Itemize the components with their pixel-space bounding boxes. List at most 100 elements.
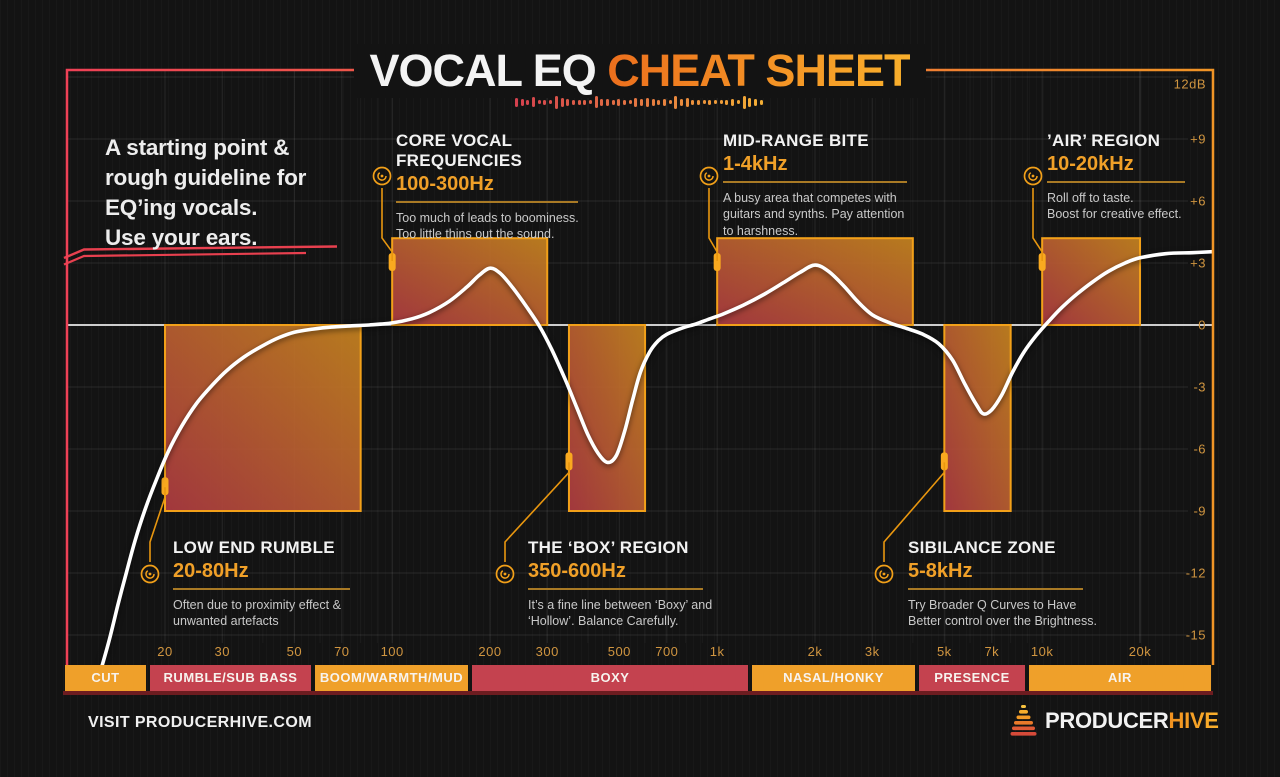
annotation-underline <box>528 588 703 590</box>
annotation-mid-range-bite: MID-RANGE BITE 1-4kHz A busy area that c… <box>723 131 963 239</box>
annotation-description: A busy area that competes with guitars a… <box>723 191 905 238</box>
waveform-decoration <box>515 93 771 111</box>
waveform-bar <box>623 99 627 105</box>
producer-hive-logo: PRODUCERHIVE <box>1010 704 1219 737</box>
waveform-bar <box>702 100 706 104</box>
x-tick-label: 300 <box>536 644 559 659</box>
waveform-bar <box>645 97 649 107</box>
annotation-heading: SIBILANCE ZONE <box>908 538 1056 557</box>
waveform-bar <box>640 98 644 106</box>
annotation-heading: ’AIR’ REGION <box>1047 131 1161 150</box>
y-tick-label: 12dB <box>1174 77 1206 92</box>
annotation-range: 10-20kHz <box>1047 153 1134 175</box>
frequency-band: CUT <box>65 665 146 691</box>
y-tick-label: -9 <box>1193 504 1206 519</box>
frequency-band: BOXY <box>472 665 748 691</box>
x-tick-label: 3k <box>865 644 880 659</box>
waveform-bar <box>526 99 530 105</box>
leader-line <box>1032 188 1043 261</box>
region-handle <box>940 452 948 471</box>
y-tick-label: -15 <box>1186 628 1206 643</box>
waveform-bar <box>657 99 661 105</box>
band-underline-strip <box>63 691 1213 695</box>
waveform-bar <box>685 97 689 107</box>
annotation-underline <box>1047 181 1185 183</box>
y-tick-label: -12 <box>1186 566 1206 581</box>
intro-flourish-line <box>63 245 338 260</box>
waveform-bar <box>674 95 678 109</box>
x-tick-label: 2k <box>808 644 823 659</box>
annotation-heading: LOW END RUMBLE <box>173 538 335 557</box>
waveform-bar <box>600 98 604 106</box>
waveform-bar <box>515 97 518 107</box>
y-tick-label: -3 <box>1193 380 1206 395</box>
waveform-bar <box>537 100 541 104</box>
waveform-bar <box>566 98 570 106</box>
x-tick-label: 70 <box>334 644 349 659</box>
x-tick-label: 100 <box>381 644 404 659</box>
waveform-bar <box>759 99 763 105</box>
waveform-bar <box>543 99 547 105</box>
annotation-the-box-region: THE ‘BOX’ REGION 350-600Hz It’s a fine l… <box>528 538 768 630</box>
waveform-bar <box>588 100 592 104</box>
waveform-bar <box>560 97 564 107</box>
waveform-bar <box>714 100 718 104</box>
x-tick-label: 20k <box>1129 644 1151 659</box>
x-tick-label: 500 <box>608 644 631 659</box>
x-tick-label: 7k <box>984 644 999 659</box>
waveform-bar <box>571 99 575 105</box>
x-tick-label: 200 <box>478 644 501 659</box>
marker-icon <box>1023 166 1043 186</box>
marker-icon <box>140 564 160 584</box>
marker-icon <box>495 564 515 584</box>
frequency-band: AIR <box>1029 665 1211 691</box>
region-handle <box>565 452 573 471</box>
waveform-bar <box>731 98 735 106</box>
annotation-heading: CORE VOCAL FREQUENCIES <box>396 131 523 170</box>
eq-curve <box>100 249 1213 665</box>
leader-line <box>149 487 166 562</box>
annotation-underline <box>908 588 1083 590</box>
marker-icon <box>372 166 392 186</box>
waveform-bar <box>662 98 666 106</box>
waveform-bar <box>594 96 598 108</box>
annotation-range: 100-300Hz <box>396 173 494 195</box>
intro-flourish-line <box>63 251 307 266</box>
annotation-range: 20-80Hz <box>173 560 249 582</box>
waveform-bar <box>668 100 672 104</box>
x-tick-label: 1k <box>710 644 725 659</box>
waveform-bar <box>697 99 700 105</box>
waveform-bar <box>606 98 609 106</box>
waveform-bar <box>725 99 729 105</box>
waveform-bar <box>719 100 723 104</box>
annotation-description: Try Broader Q Curves to Have Better cont… <box>908 598 1097 629</box>
x-tick-label: 700 <box>655 644 678 659</box>
annotation-range: 1-4kHz <box>723 153 788 175</box>
region-box <box>391 237 549 326</box>
x-tick-label: 20 <box>157 644 172 659</box>
region-box <box>716 237 914 326</box>
annotation-heading: MID-RANGE BITE <box>723 131 869 150</box>
waveform-bar <box>583 99 587 105</box>
waveform-bar <box>651 98 655 106</box>
frequency-band: PRESENCE <box>919 665 1025 691</box>
intro-note: A starting point & rough guideline for E… <box>105 135 307 250</box>
marker-icon <box>699 166 719 186</box>
annotation-heading: THE ‘BOX’ REGION <box>528 538 689 557</box>
annotation-description: Roll off to taste. Boost for creative ef… <box>1047 191 1182 222</box>
annotation-core-vocal-frequencies: CORE VOCAL FREQUENCIES 100-300Hz Too muc… <box>396 131 636 243</box>
waveform-bar <box>617 98 621 106</box>
waveform-bar <box>520 98 524 106</box>
annotation-air-region: ’AIR’ REGION 10-20kHz Roll off to taste.… <box>1047 131 1280 223</box>
x-tick-label: 30 <box>214 644 229 659</box>
region-box <box>164 324 362 512</box>
region-box <box>943 324 1012 512</box>
waveform-bar <box>753 98 757 106</box>
annotation-description: Too much of leads to boominess. Too litt… <box>396 211 579 242</box>
x-tick-label: 5k <box>937 644 952 659</box>
waveform-bar <box>691 99 695 105</box>
waveform-bar <box>577 99 581 105</box>
leader-line <box>381 188 393 261</box>
region-handle <box>713 252 721 271</box>
